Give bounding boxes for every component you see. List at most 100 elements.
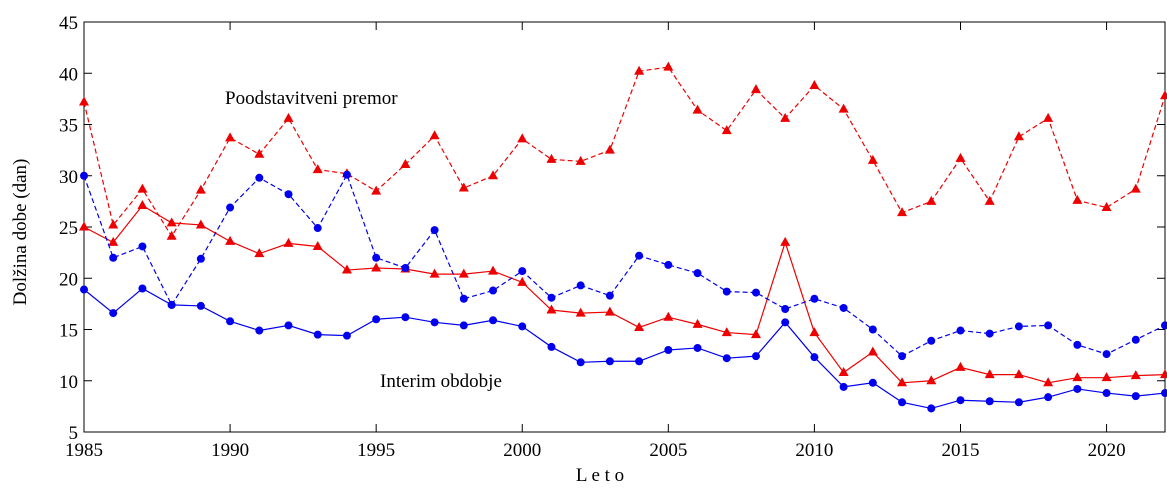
marker: [196, 301, 205, 310]
marker: [430, 318, 439, 327]
marker: [342, 331, 351, 340]
marker: [1072, 194, 1083, 204]
marker: [488, 170, 499, 180]
marker: [781, 318, 790, 327]
marker: [547, 342, 556, 351]
marker: [283, 237, 294, 247]
marker: [956, 326, 965, 335]
marker: [225, 132, 236, 142]
marker: [897, 207, 908, 217]
marker: [108, 236, 119, 246]
marker: [254, 148, 265, 158]
marker: [956, 396, 965, 405]
marker: [1102, 389, 1111, 398]
marker: [1131, 392, 1140, 401]
marker: [1014, 398, 1023, 407]
marker: [897, 377, 908, 387]
marker: [635, 251, 644, 260]
marker: [401, 264, 410, 272]
marker: [1044, 393, 1053, 402]
marker: [313, 224, 322, 233]
marker: [195, 184, 206, 194]
marker: [1130, 183, 1141, 193]
marker: [898, 352, 907, 361]
marker: [372, 253, 381, 262]
marker: [955, 152, 966, 162]
marker: [225, 235, 236, 245]
marker: [692, 318, 703, 328]
marker: [722, 287, 731, 296]
marker: [985, 397, 994, 406]
y-tick-label: 30: [59, 167, 78, 188]
marker: [138, 242, 147, 251]
marker: [226, 317, 235, 326]
marker: [80, 285, 88, 294]
marker: [693, 343, 702, 352]
y-axis-label: Dolžina dobe (dan): [10, 159, 31, 306]
marker: [781, 305, 790, 313]
y-tick-label: 5: [69, 423, 79, 444]
y-tick-label: 20: [59, 269, 78, 290]
marker: [1161, 389, 1167, 398]
marker: [254, 248, 265, 258]
marker: [576, 358, 585, 367]
marker: [166, 230, 177, 240]
marker: [780, 112, 791, 122]
marker: [634, 65, 645, 75]
marker: [79, 96, 89, 106]
marker: [108, 219, 119, 229]
marker: [518, 267, 527, 276]
marker: [750, 329, 761, 339]
marker: [458, 182, 469, 192]
x-tick-label: 2005: [649, 440, 687, 461]
marker: [458, 268, 469, 278]
marker: [429, 268, 440, 278]
marker: [517, 276, 528, 286]
marker: [721, 327, 732, 337]
marker: [166, 217, 177, 227]
marker: [839, 303, 848, 312]
marker: [518, 322, 527, 331]
marker: [459, 294, 468, 303]
marker: [226, 203, 235, 212]
marker: [1043, 112, 1054, 122]
marker: [371, 262, 382, 272]
marker: [1044, 321, 1053, 330]
marker: [604, 306, 615, 316]
marker: [138, 284, 147, 293]
marker: [604, 144, 615, 154]
marker: [1072, 372, 1083, 382]
marker: [867, 154, 878, 164]
marker: [1101, 202, 1112, 212]
marker: [809, 327, 820, 337]
marker: [401, 313, 410, 322]
marker: [546, 304, 557, 314]
marker: [867, 346, 878, 356]
marker: [955, 361, 966, 371]
marker: [576, 281, 585, 290]
marker: [985, 329, 994, 338]
marker: [283, 112, 294, 122]
marker: [1131, 335, 1140, 344]
marker: [751, 288, 760, 297]
marker: [1130, 370, 1141, 380]
marker: [1101, 372, 1112, 382]
marker: [927, 404, 936, 413]
marker: [1102, 350, 1111, 359]
x-tick-label: 2015: [941, 440, 979, 461]
marker: [341, 264, 352, 274]
marker: [605, 291, 614, 300]
x-axis-label: L e t o: [576, 465, 624, 486]
marker: [137, 199, 148, 209]
marker: [312, 240, 323, 250]
marker: [838, 367, 849, 377]
marker: [926, 195, 937, 205]
marker: [750, 84, 761, 94]
marker: [692, 104, 703, 114]
marker: [721, 125, 732, 135]
y-tick-label: 10: [59, 372, 78, 393]
marker: [547, 293, 556, 302]
series-line: [83, 204, 1166, 384]
marker: [400, 158, 411, 168]
